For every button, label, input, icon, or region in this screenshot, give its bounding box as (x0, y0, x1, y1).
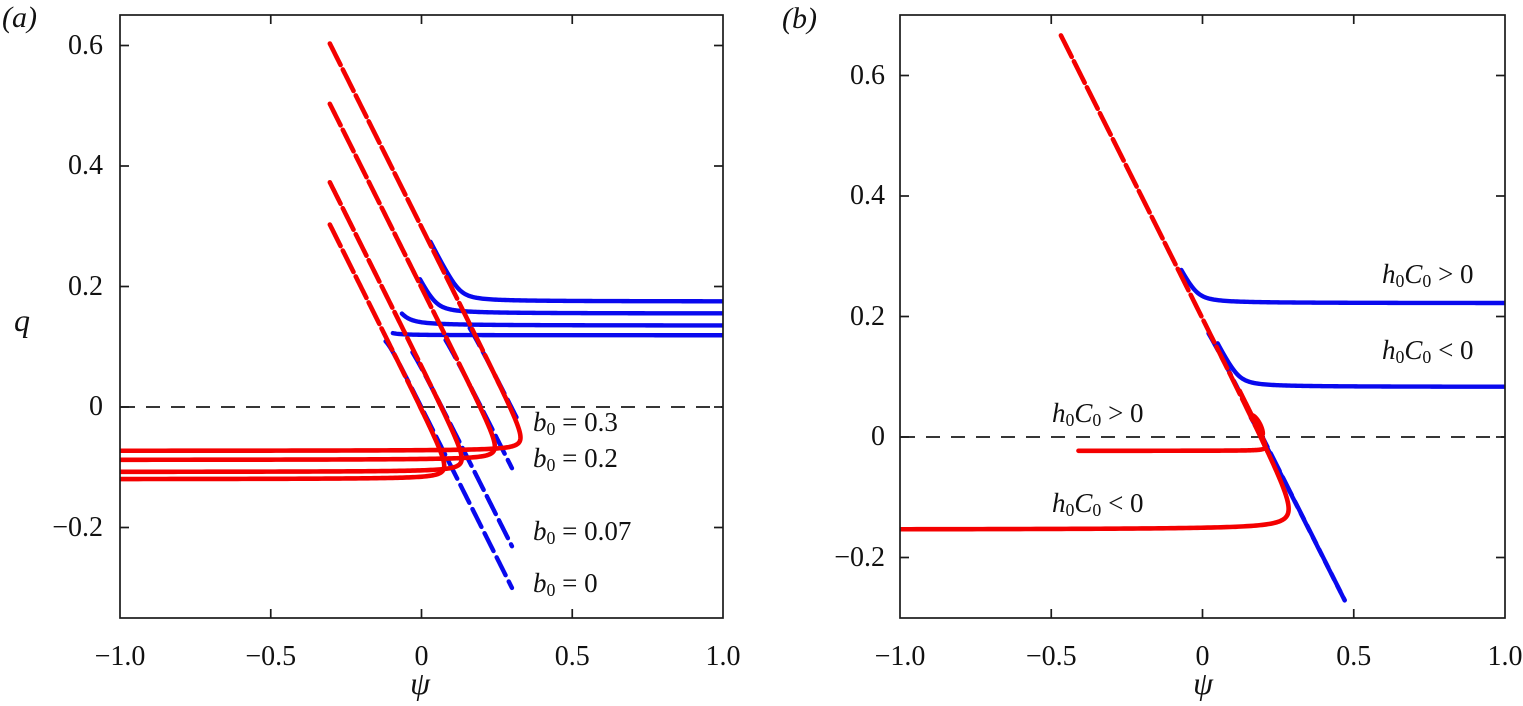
curve-label-part: 0 (1092, 500, 1102, 521)
curve-label-part: = 0.2 (555, 442, 618, 473)
curve-label-part: b (533, 442, 547, 473)
curve-label-part: > 0 (1431, 258, 1474, 289)
curve-label-part: h (1052, 397, 1066, 428)
curve-label-part: = 0.3 (555, 406, 618, 437)
curve-label-part: 0 (1395, 271, 1405, 292)
curve-label-part: 0 (1422, 347, 1432, 368)
curve-label-part: = 0.07 (555, 515, 632, 546)
curve-blue-upper-a-2 (399, 311, 723, 328)
panel-b-y-tick-label: 0.6 (850, 59, 885, 91)
panel-a-frame (119, 14, 724, 619)
curve-red-fold-a-2 (120, 394, 464, 475)
panel-b-y-tick-label: 0.4 (850, 180, 885, 211)
curve-label-part: = 0 (555, 567, 598, 598)
panel-b-curve-label-1: h0C0 < 0 (1382, 334, 1474, 368)
panel-b-y-tick-label: 0.2 (850, 300, 885, 332)
curve-label-part: 0 (1395, 347, 1405, 368)
curve-label-part: 0 (546, 455, 556, 476)
curve-red-fold-a-3 (120, 401, 447, 482)
curve-label-part: 0 (546, 580, 556, 601)
curve-label-part: h (1382, 334, 1396, 365)
curve-label-part: > 0 (1101, 397, 1144, 428)
curve-red-fold-b-1 (900, 439, 1291, 532)
curve-label-part: b (533, 406, 547, 437)
curve-label-part: b (533, 567, 547, 598)
curve-label-part: C (1404, 258, 1423, 289)
curve-blue-upper-b-1 (1215, 341, 1505, 389)
panel-a-x-tick-label: −1.0 (94, 641, 146, 672)
curve-label-part: 0 (1065, 410, 1075, 431)
curve-label-part: 0 (546, 528, 556, 549)
curve-label-part: < 0 (1431, 334, 1474, 365)
curve-red-diagonal-a-2 (327, 179, 443, 408)
curve-label-part: 0 (1092, 410, 1102, 431)
curve-red-fold-a-0 (120, 372, 523, 454)
curve-blue-upper-a-1 (417, 277, 723, 316)
panel-a-y-tick-label: 0 (89, 391, 103, 422)
curve-blue-lower-a-3 (383, 339, 515, 591)
panel-b-x-tick-label: −0.5 (1025, 641, 1077, 672)
curve-label-part: < 0 (1101, 487, 1144, 518)
curve-red-fold-a-1 (120, 381, 498, 463)
panel-b-letter: (b) (782, 2, 817, 35)
panel-a-y-axis-label: q (14, 302, 30, 338)
panel-a-x-tick-label: 0 (414, 641, 429, 672)
panel-b-x-tick-label: −1.0 (874, 641, 926, 672)
panel-b-x-tick-label: 0 (1195, 641, 1210, 672)
panel-a-letter: (a) (2, 1, 37, 34)
panel-a-x-tick-label: 1.0 (705, 641, 741, 672)
panel-a-y-tick-label: 0.6 (68, 29, 103, 61)
panel-a-y-tick-label: 0.2 (68, 270, 103, 302)
panel-a-curve-label-2: b0 = 0.07 (533, 515, 632, 549)
panel-a-x-axis-label: ψ (410, 665, 430, 701)
curve-red-diagonal-a-0 (327, 41, 502, 387)
panel-a-x-tick-label: 0.5 (554, 641, 590, 672)
panel-b-y-tick-label: 0 (871, 421, 885, 452)
curve-label-part: h (1382, 258, 1396, 289)
curve-label-part: C (1074, 397, 1093, 428)
curve-blue-upper-a-0 (428, 239, 723, 304)
curve-label-part: b (533, 515, 547, 546)
curve-label-part: 0 (1065, 500, 1075, 521)
panel-a-y-tick-label: −0.2 (52, 511, 103, 543)
panel-a-curve-label-0: b0 = 0.3 (533, 406, 618, 440)
panel-b-y-tick-label: −0.2 (834, 541, 885, 573)
panel-b-curve-label-3: h0C0 < 0 (1052, 487, 1144, 521)
panel-a-curve-label-1: b0 = 0.2 (533, 442, 618, 476)
curve-label-part: C (1404, 334, 1423, 365)
panel-a-y-tick-label: 0.4 (68, 150, 103, 181)
panel-b-curve-label-0: h0C0 > 0 (1382, 258, 1474, 292)
curve-red-diagonal-a-1 (327, 101, 477, 396)
panel-a-x-tick-label: −0.5 (245, 641, 297, 672)
panel-b-x-tick-label: 0.5 (1336, 641, 1372, 672)
curve-red-diagonal-b-1 (1058, 33, 1270, 454)
curve-label-part: h (1052, 487, 1066, 518)
curve-label-part: 0 (1422, 271, 1432, 292)
curve-label-part: 0 (546, 419, 556, 440)
curve-red-diagonal-a-3 (327, 222, 426, 416)
panel-b-x-tick-label: 1.0 (1487, 641, 1523, 672)
panel-b-x-axis-label: ψ (1193, 665, 1213, 701)
curve-label-part: C (1074, 487, 1093, 518)
panel-b-curve-label-2: h0C0 > 0 (1052, 397, 1144, 431)
curve-blue-upper-b-0 (1179, 267, 1505, 306)
curve-blue-upper-a-3 (390, 330, 723, 338)
panel-a-curve-label-3: b0 = 0 (533, 567, 598, 601)
